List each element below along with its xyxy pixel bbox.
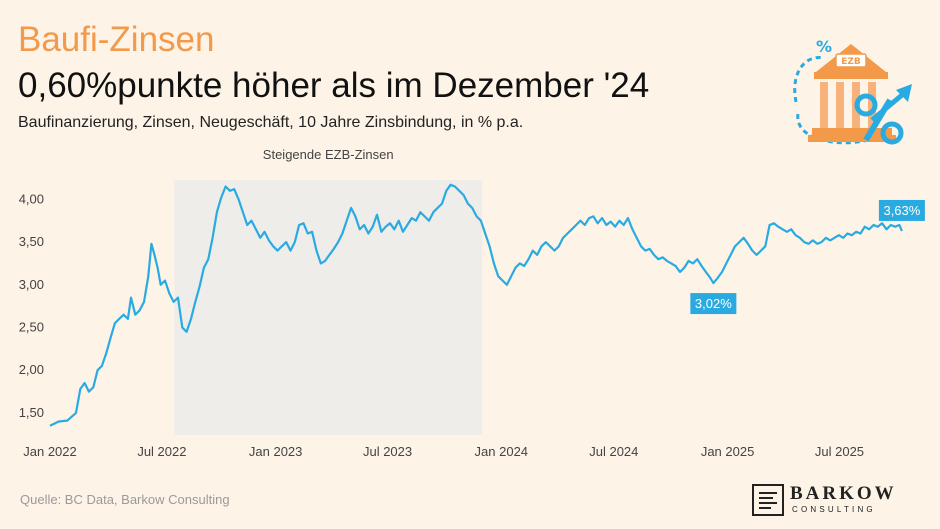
chart-kicker: Baufi-Zinsen xyxy=(18,20,215,59)
x-tick-label: Jul 2023 xyxy=(363,444,412,459)
logo-name: BARKOW xyxy=(790,483,897,504)
x-tick-label: Jul 2024 xyxy=(589,444,638,459)
y-axis: 1,50 2,00 2,50 3,00 3,50 4,00 xyxy=(19,191,44,420)
logo-subtitle: CONSULTING xyxy=(792,505,876,514)
shaded-period-label: Steigende EZB-Zinsen xyxy=(263,147,394,162)
svg-text:%: % xyxy=(816,37,832,56)
source-note: Quelle: BC Data, Barkow Consulting xyxy=(20,492,230,507)
company-logo: BARKOW CONSULTING xyxy=(752,482,922,518)
x-tick-label: Jan 2024 xyxy=(475,444,529,459)
y-tick-label: 3,50 xyxy=(19,234,44,249)
y-tick-label: 3,00 xyxy=(19,277,44,292)
y-tick-label: 2,50 xyxy=(19,319,44,334)
y-tick-label: 2,00 xyxy=(19,362,44,377)
annotation-label: 3,02% xyxy=(695,296,732,311)
chart-headline: 0,60%punkte höher als im Dezember '24 xyxy=(18,66,650,105)
y-tick-label: 1,50 xyxy=(19,405,44,420)
x-tick-label: Jan 2023 xyxy=(249,444,303,459)
interest-rate-chart: Steigende EZB-Zinsen 1,50 2,00 2,50 3,00 3,5… xyxy=(19,147,925,459)
annotations: 3,02% 3,63% xyxy=(690,199,925,315)
x-tick-label: Jan 2022 xyxy=(23,444,77,459)
annotation-box xyxy=(878,199,925,221)
logo-mark-icon xyxy=(752,484,784,516)
chart-subtitle: Baufinanzierung, Zinsen, Neugeschäft, 10… xyxy=(18,114,524,131)
y-tick-label: 4,00 xyxy=(19,191,44,206)
x-tick-label: Jul 2022 xyxy=(137,444,186,459)
series-line xyxy=(49,183,903,427)
shaded-period-rect xyxy=(174,180,483,435)
x-tick-label: Jan 2025 xyxy=(701,444,755,459)
annotation-label: 3,63% xyxy=(883,203,920,218)
ezb-sign-text: EZB xyxy=(841,57,861,67)
bank-building-percent-icon: % EZB xyxy=(793,37,912,145)
x-axis: Jan 2022 Jul 2022 Jan 2023 Jul 2023 Jan 2024… xyxy=(23,444,864,459)
annotation-box xyxy=(690,293,737,315)
x-tick-label: Jul 2025 xyxy=(815,444,864,459)
